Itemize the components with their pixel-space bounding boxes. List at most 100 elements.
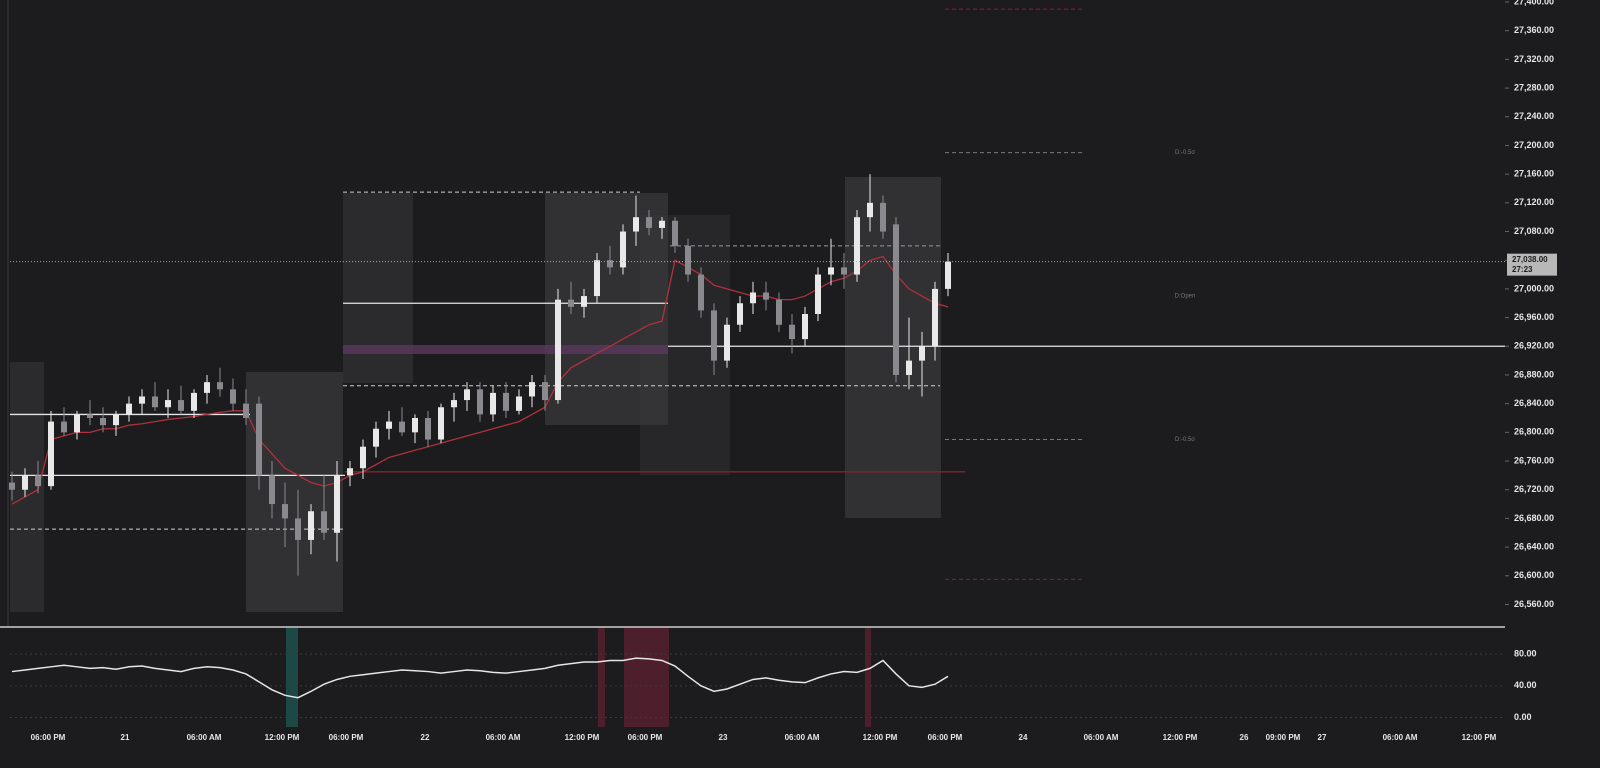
- candle-body: [243, 403, 249, 418]
- y-tick-label: 27,360.00: [1514, 25, 1554, 35]
- x-tick-label: 12:00 PM: [565, 733, 600, 742]
- x-tick-label: 12:00 PM: [863, 733, 898, 742]
- candle-body: [152, 396, 158, 408]
- countdown-label: 27:23: [1512, 265, 1533, 274]
- candle-body: [347, 468, 353, 476]
- y-tick-label: 27,080.00: [1514, 226, 1554, 236]
- candle-body: [724, 324, 730, 361]
- candle-body: [776, 299, 782, 325]
- candle-body: [841, 267, 847, 275]
- x-tick-label: 12:00 PM: [265, 733, 300, 742]
- y-tick-label: 0.00: [1514, 712, 1532, 722]
- x-tick-label: 06:00 AM: [187, 733, 222, 742]
- candle-body: [412, 418, 418, 433]
- x-tick-label: 06:00 AM: [486, 733, 521, 742]
- candle-body: [906, 360, 912, 375]
- candle-body: [737, 303, 743, 325]
- y-tick-label: 26,560.00: [1514, 599, 1554, 609]
- y-tick-label: 26,720.00: [1514, 484, 1554, 494]
- candle-body: [386, 421, 392, 429]
- level-annotation: D:-0.5σ: [1175, 437, 1195, 443]
- x-tick-label: 24: [1019, 733, 1028, 742]
- candle-body: [100, 418, 106, 426]
- candle-body: [22, 475, 28, 490]
- x-tick-label: 06:00 PM: [928, 733, 963, 742]
- candle-body: [438, 407, 444, 440]
- oversold-band: [286, 628, 298, 727]
- y-tick-label: 26,800.00: [1514, 427, 1554, 437]
- candle-body: [139, 396, 145, 404]
- overbought-band: [624, 628, 669, 727]
- candle-body: [880, 202, 886, 232]
- level-annotation: D:-0.5σ: [1175, 150, 1195, 156]
- candle-body: [789, 324, 795, 340]
- candle-body: [9, 482, 15, 490]
- y-tick-label: 26,640.00: [1514, 541, 1554, 551]
- candle-body: [74, 414, 80, 433]
- x-tick-label: 06:00 AM: [1383, 733, 1418, 742]
- candle-body: [529, 382, 535, 397]
- candle-body: [698, 274, 704, 311]
- price-label-box: [1507, 253, 1557, 276]
- candle-body: [516, 396, 522, 411]
- level-annotation: D:Open: [1175, 294, 1196, 300]
- candle-body: [373, 428, 379, 447]
- candle-body: [568, 299, 574, 307]
- x-tick-label: 09:00 PM: [1266, 733, 1301, 742]
- candle-body: [646, 217, 652, 228]
- overbought-band: [865, 628, 871, 727]
- y-tick-label: 26,880.00: [1514, 369, 1554, 379]
- candle-body: [945, 261, 951, 289]
- candle-body: [477, 389, 483, 415]
- candle-body: [867, 202, 873, 218]
- candle-body: [607, 260, 613, 268]
- x-tick-label: 22: [421, 733, 430, 742]
- candle-body: [308, 511, 314, 540]
- candle-body: [269, 475, 275, 505]
- candle-body: [815, 274, 821, 314]
- x-tick-label: 06:00 AM: [1084, 733, 1119, 742]
- candle-body: [334, 475, 340, 533]
- y-tick-label: 27,200.00: [1514, 140, 1554, 150]
- candle-body: [165, 400, 171, 408]
- y-tick-label: 26,760.00: [1514, 455, 1554, 465]
- candle-body: [542, 382, 548, 401]
- candle-body: [451, 400, 457, 408]
- candle-body: [204, 382, 210, 393]
- y-tick-label: 40.00: [1514, 680, 1537, 690]
- candle-body: [321, 511, 327, 533]
- candle-body: [672, 220, 678, 246]
- candle-body: [282, 504, 288, 519]
- candle-body: [555, 299, 561, 401]
- candle-body: [711, 310, 717, 361]
- candle-body: [802, 314, 808, 340]
- y-tick-label: 27,240.00: [1514, 111, 1554, 121]
- candle-body: [854, 217, 860, 275]
- profile-box: [246, 372, 343, 612]
- candle-body: [659, 220, 665, 228]
- candle-body: [620, 231, 626, 268]
- candle-body: [61, 421, 67, 433]
- x-tick-label: 12:00 PM: [1163, 733, 1198, 742]
- candle-body: [633, 217, 639, 232]
- candle-body: [581, 296, 587, 307]
- y-tick-label: 27,400.00: [1514, 0, 1554, 6]
- candle-body: [893, 224, 899, 375]
- candle-body: [360, 446, 366, 469]
- candle-body: [230, 389, 236, 404]
- candle-body: [113, 414, 119, 426]
- candle-body: [399, 421, 405, 433]
- x-tick-label: 26: [1240, 733, 1249, 742]
- candle-body: [763, 292, 769, 300]
- x-tick-label: 06:00 PM: [329, 733, 364, 742]
- candle-body: [685, 245, 691, 275]
- candle-body: [295, 518, 301, 540]
- y-tick-label: 27,280.00: [1514, 82, 1554, 92]
- y-tick-label: 26,600.00: [1514, 570, 1554, 580]
- current-price-label: 27,038.00: [1512, 255, 1548, 264]
- x-tick-label: 27: [1318, 733, 1327, 742]
- profile-box: [545, 193, 668, 425]
- y-tick-label: 26,680.00: [1514, 513, 1554, 523]
- value-area-band: [343, 345, 668, 354]
